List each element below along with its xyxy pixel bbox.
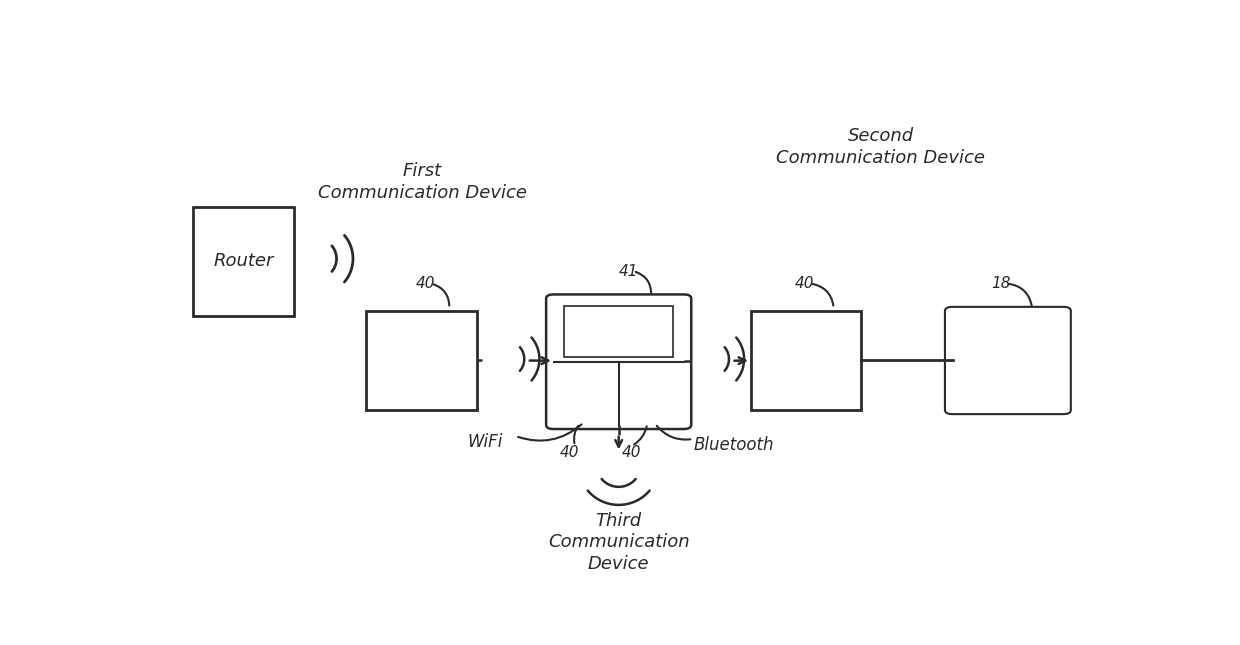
Bar	[751, 311, 862, 410]
Bar	[193, 206, 294, 316]
Text: 40: 40	[621, 445, 641, 460]
Text: Third
Communication
Device: Third Communication Device	[548, 512, 689, 573]
Text: Router: Router	[213, 252, 274, 270]
Text: 40: 40	[417, 276, 435, 291]
Text: 40: 40	[559, 445, 579, 460]
Text: 18: 18	[991, 276, 1011, 291]
Text: Second
Communication Device: Second Communication Device	[776, 127, 985, 167]
Text: WiFi: WiFi	[467, 433, 502, 452]
Text: 40: 40	[795, 276, 815, 291]
Bar	[367, 311, 477, 410]
Text: First
Communication Device: First Communication Device	[317, 162, 527, 201]
Text: Bluetooth: Bluetooth	[693, 436, 774, 454]
Text: 41: 41	[619, 264, 639, 279]
FancyBboxPatch shape	[945, 307, 1071, 414]
FancyBboxPatch shape	[546, 294, 691, 429]
Bar	[564, 306, 673, 357]
